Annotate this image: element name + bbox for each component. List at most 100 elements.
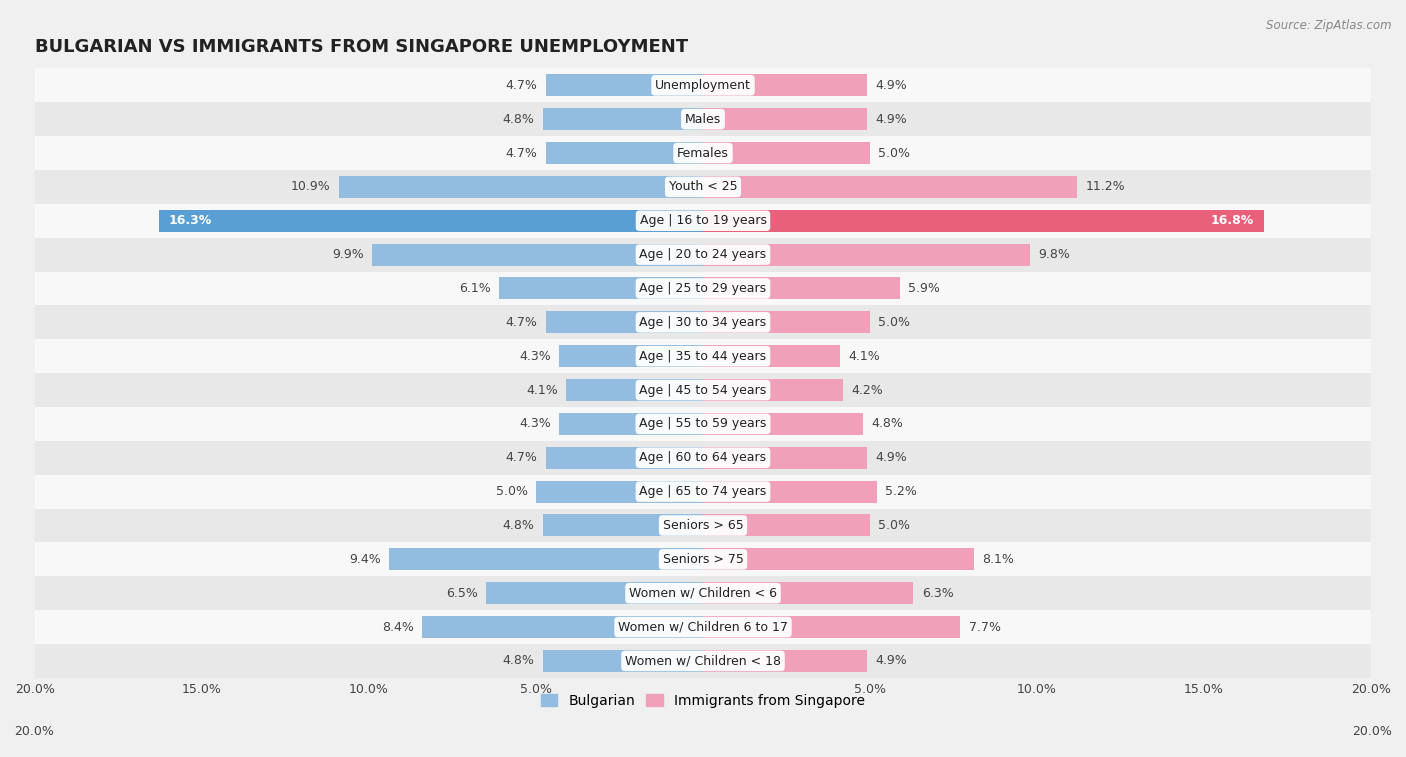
Bar: [703, 413, 863, 435]
Text: 7.7%: 7.7%: [969, 621, 1001, 634]
Bar: [560, 345, 703, 367]
Bar: [543, 515, 703, 537]
Bar: [35, 373, 1371, 407]
Bar: [703, 176, 1077, 198]
Bar: [543, 650, 703, 672]
Text: Males: Males: [685, 113, 721, 126]
Bar: [543, 108, 703, 130]
Text: 4.2%: 4.2%: [852, 384, 883, 397]
Text: 5.0%: 5.0%: [879, 147, 910, 160]
Text: Age | 35 to 44 years: Age | 35 to 44 years: [640, 350, 766, 363]
Bar: [567, 379, 703, 401]
Text: Seniors > 75: Seniors > 75: [662, 553, 744, 565]
Bar: [35, 610, 1371, 644]
Bar: [35, 509, 1371, 543]
Bar: [703, 650, 866, 672]
Text: 5.2%: 5.2%: [884, 485, 917, 498]
Text: Age | 60 to 64 years: Age | 60 to 64 years: [640, 451, 766, 464]
Text: 4.3%: 4.3%: [519, 350, 551, 363]
Bar: [486, 582, 703, 604]
Text: Women w/ Children < 18: Women w/ Children < 18: [626, 655, 780, 668]
Text: BULGARIAN VS IMMIGRANTS FROM SINGAPORE UNEMPLOYMENT: BULGARIAN VS IMMIGRANTS FROM SINGAPORE U…: [35, 38, 688, 56]
Bar: [35, 475, 1371, 509]
Bar: [159, 210, 703, 232]
Text: 4.3%: 4.3%: [519, 417, 551, 431]
Bar: [499, 278, 703, 300]
Text: 10.9%: 10.9%: [291, 180, 330, 193]
Text: Age | 25 to 29 years: Age | 25 to 29 years: [640, 282, 766, 295]
Text: 8.4%: 8.4%: [382, 621, 413, 634]
Text: Females: Females: [678, 147, 728, 160]
Text: 4.9%: 4.9%: [875, 655, 907, 668]
Text: Age | 45 to 54 years: Age | 45 to 54 years: [640, 384, 766, 397]
Bar: [703, 210, 1264, 232]
Bar: [35, 170, 1371, 204]
Text: 4.8%: 4.8%: [502, 113, 534, 126]
Bar: [546, 447, 703, 469]
Bar: [703, 74, 866, 96]
Text: 4.1%: 4.1%: [848, 350, 880, 363]
Text: 4.7%: 4.7%: [506, 79, 537, 92]
Text: 5.9%: 5.9%: [908, 282, 941, 295]
Text: 4.8%: 4.8%: [502, 655, 534, 668]
Bar: [546, 74, 703, 96]
Bar: [703, 142, 870, 164]
Text: 6.3%: 6.3%: [922, 587, 953, 600]
Bar: [536, 481, 703, 503]
Text: 20.0%: 20.0%: [14, 725, 53, 738]
Text: 9.4%: 9.4%: [349, 553, 381, 565]
Text: 4.7%: 4.7%: [506, 147, 537, 160]
Bar: [703, 345, 839, 367]
Text: 20.0%: 20.0%: [1353, 725, 1392, 738]
Bar: [703, 447, 866, 469]
Bar: [35, 68, 1371, 102]
Bar: [703, 244, 1031, 266]
Bar: [389, 548, 703, 570]
Text: Unemployment: Unemployment: [655, 79, 751, 92]
Bar: [373, 244, 703, 266]
Text: 4.1%: 4.1%: [526, 384, 558, 397]
Bar: [35, 543, 1371, 576]
Bar: [35, 576, 1371, 610]
Bar: [422, 616, 703, 638]
Bar: [703, 108, 866, 130]
Text: Age | 55 to 59 years: Age | 55 to 59 years: [640, 417, 766, 431]
Text: Women w/ Children < 6: Women w/ Children < 6: [628, 587, 778, 600]
Bar: [35, 204, 1371, 238]
Text: 4.9%: 4.9%: [875, 79, 907, 92]
Bar: [703, 278, 900, 300]
Text: 11.2%: 11.2%: [1085, 180, 1125, 193]
Bar: [703, 548, 973, 570]
Text: 4.9%: 4.9%: [875, 451, 907, 464]
Text: 4.9%: 4.9%: [875, 113, 907, 126]
Legend: Bulgarian, Immigrants from Singapore: Bulgarian, Immigrants from Singapore: [536, 688, 870, 714]
Text: Age | 20 to 24 years: Age | 20 to 24 years: [640, 248, 766, 261]
Text: 9.8%: 9.8%: [1039, 248, 1070, 261]
Bar: [35, 305, 1371, 339]
Text: 6.5%: 6.5%: [446, 587, 478, 600]
Bar: [703, 379, 844, 401]
Bar: [546, 311, 703, 333]
Text: Age | 65 to 74 years: Age | 65 to 74 years: [640, 485, 766, 498]
Text: 5.0%: 5.0%: [496, 485, 527, 498]
Bar: [703, 582, 914, 604]
Text: 4.8%: 4.8%: [872, 417, 904, 431]
Bar: [703, 481, 877, 503]
Text: Age | 16 to 19 years: Age | 16 to 19 years: [640, 214, 766, 227]
Text: 16.3%: 16.3%: [169, 214, 212, 227]
Text: Age | 30 to 34 years: Age | 30 to 34 years: [640, 316, 766, 329]
Bar: [339, 176, 703, 198]
Bar: [703, 616, 960, 638]
Bar: [703, 515, 870, 537]
Bar: [35, 644, 1371, 678]
Text: 4.8%: 4.8%: [502, 519, 534, 532]
Text: 16.8%: 16.8%: [1211, 214, 1254, 227]
Text: 8.1%: 8.1%: [981, 553, 1014, 565]
Text: Seniors > 65: Seniors > 65: [662, 519, 744, 532]
Bar: [703, 311, 870, 333]
Text: 4.7%: 4.7%: [506, 316, 537, 329]
Text: 9.9%: 9.9%: [332, 248, 364, 261]
Text: Youth < 25: Youth < 25: [669, 180, 737, 193]
Bar: [35, 272, 1371, 305]
Bar: [35, 238, 1371, 272]
